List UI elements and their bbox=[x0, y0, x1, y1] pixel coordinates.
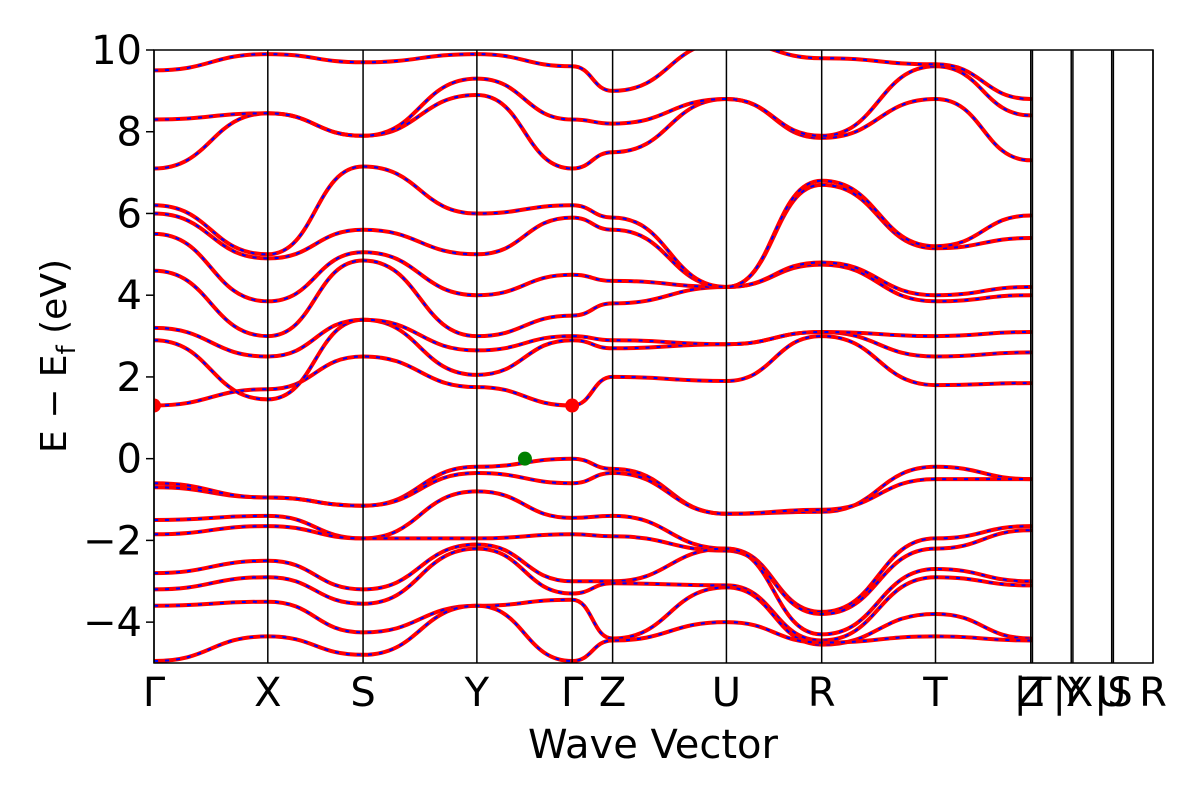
y-axis: 10 8 6 4 2 0 −2 −4 bbox=[83, 28, 154, 646]
band-edge-marker-0 bbox=[154, 398, 161, 413]
y-axis-label-subscript: f bbox=[52, 344, 82, 354]
x-tick-label-4: Γ bbox=[561, 670, 584, 716]
band-7-spin-up bbox=[154, 603, 1033, 663]
y-tick-label-3: 4 bbox=[117, 273, 142, 319]
x-tick-label-12: |X bbox=[1052, 670, 1093, 716]
y-tick-label-1: 8 bbox=[117, 110, 142, 156]
x-tick-label-1: X bbox=[254, 670, 281, 716]
band-14-spin-up bbox=[154, 164, 1033, 290]
band-edge-marker-2 bbox=[517, 451, 532, 466]
kpoint-vertical-lines bbox=[153, 50, 1154, 663]
x-tick-label-7: R bbox=[808, 670, 836, 716]
x-tick-label-6: U bbox=[712, 670, 741, 716]
x-tick-label-9: Z bbox=[1017, 670, 1044, 716]
band-2-spin-up bbox=[154, 489, 1033, 614]
band-6-spin-down bbox=[154, 586, 1031, 646]
x-tick-label-10: |T bbox=[1013, 670, 1051, 716]
x-tick-label-3: Y bbox=[464, 670, 490, 716]
x-tick-label-2: S bbox=[350, 670, 375, 716]
band-1-spin-up bbox=[154, 470, 1033, 516]
band-17-spin-up bbox=[154, 50, 1033, 101]
y-tick-label-5: 0 bbox=[117, 437, 142, 483]
x-tick-label-8: T bbox=[922, 670, 948, 716]
x-tick-label-14: |S bbox=[1094, 670, 1133, 716]
band-2-spin-down bbox=[154, 490, 1031, 613]
band-3-spin-up bbox=[154, 524, 1033, 617]
bands-layer bbox=[154, 50, 1033, 663]
band-5-spin-down bbox=[154, 547, 1031, 642]
y-tick-label-7: −4 bbox=[83, 600, 142, 646]
band-11-spin-up bbox=[154, 258, 1033, 339]
band-4-spin-down bbox=[154, 543, 1031, 636]
band-16-spin-down bbox=[154, 65, 1031, 137]
band-10-spin-down bbox=[154, 318, 1031, 358]
band-edge-marker-1 bbox=[565, 398, 580, 413]
x-tick-label-15: R bbox=[1139, 670, 1167, 716]
x-axis: Γ X S Y Γ Z U R T Z|T Y|X U|S R bbox=[143, 670, 1167, 716]
x-tick-label-5: Z bbox=[599, 670, 626, 716]
band-3-spin-down bbox=[154, 525, 1031, 616]
y-axis-label-main: E − E bbox=[34, 354, 75, 453]
y-axis-label: E − Ef (eV) bbox=[34, 259, 82, 453]
x-tick-label-11: Y bbox=[1058, 670, 1084, 716]
y-tick-label-0: 10 bbox=[91, 28, 142, 74]
band-14-spin-down bbox=[154, 165, 1031, 289]
band-12-spin-up bbox=[154, 231, 1033, 304]
y-tick-label-6: −2 bbox=[83, 518, 142, 564]
plot-frame bbox=[153, 49, 1154, 664]
x-axis-label: Wave Vector bbox=[528, 722, 779, 768]
y-tick-label-4: 2 bbox=[117, 355, 142, 401]
band-8-spin-up bbox=[154, 334, 1033, 408]
band-edge-markers bbox=[154, 398, 580, 466]
band-13-spin-up bbox=[154, 182, 1033, 290]
band-15-spin-up bbox=[154, 92, 1033, 171]
y-axis-label-unit: (eV) bbox=[34, 259, 75, 345]
x-tick-label-13: U bbox=[1097, 670, 1126, 716]
x-tick-label-0: Γ bbox=[143, 670, 166, 716]
y-tick-label-2: 6 bbox=[117, 191, 142, 237]
